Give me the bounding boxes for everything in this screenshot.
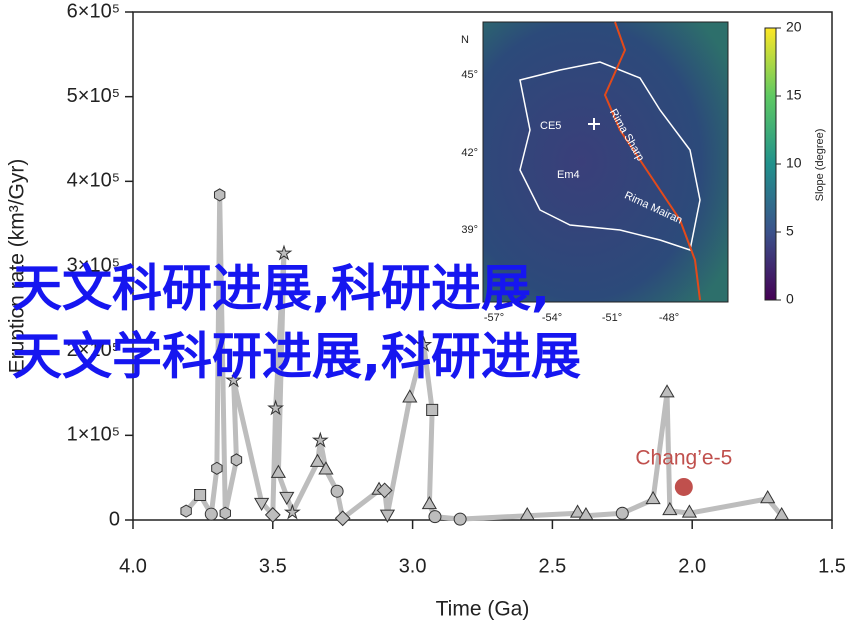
colorbar-tick-label: 20: [786, 19, 802, 35]
lon-label: -48°: [659, 312, 679, 324]
y-tick-label: 5×10⁵: [67, 85, 120, 107]
lat-label: 45°: [461, 69, 478, 81]
colorbar-tick-label: 15: [786, 87, 802, 103]
marker: [204, 507, 218, 521]
marker: [230, 453, 243, 467]
marker: [318, 461, 334, 475]
x-tick-label: 1.5: [818, 555, 846, 577]
lat-label: 39°: [461, 224, 478, 236]
marker: [275, 244, 293, 261]
colorbar-tick-label: 10: [786, 155, 802, 171]
marker: [453, 512, 467, 526]
map-label: Em4: [557, 169, 580, 181]
marker: [379, 509, 396, 523]
marker: [225, 371, 243, 388]
marker: [180, 504, 192, 518]
x-tick-label: 2.5: [538, 555, 566, 577]
marker: [213, 188, 226, 202]
marker: [569, 504, 586, 518]
x-tick-label: 2.0: [678, 555, 706, 577]
marker: [334, 510, 351, 527]
x-tick-label: 3.5: [259, 555, 287, 577]
y-tick-label: 4×10⁵: [67, 170, 120, 192]
lon-label: -57°: [484, 312, 504, 324]
colorbar-tick-label: 5: [786, 223, 794, 239]
marker: [659, 384, 675, 398]
rille: [603, 21, 701, 301]
marker: [309, 453, 326, 467]
x-axis-label: Time (Ga): [436, 598, 530, 621]
y-axis-label: Eruption rate (km³/Gyr): [6, 159, 29, 374]
y-tick-label: 1×10⁵: [67, 424, 120, 446]
y-tick-label: 3×10⁵: [67, 254, 120, 276]
y-tick-label: 6×10⁵: [67, 0, 120, 22]
inset-map: N 45° 42° 39° -57° -54° -51° -48° CE5 Em…: [461, 19, 826, 324]
map-image: [482, 21, 729, 303]
lon-label: -54°: [542, 312, 562, 324]
marker: [681, 504, 698, 518]
marker: [662, 501, 678, 516]
marker: [270, 464, 287, 478]
marker: [376, 482, 393, 499]
overlay-text: 天文学科研进展,科研进展: [12, 328, 581, 386]
colorbar-label: Slope (degree): [814, 129, 826, 202]
marker: [330, 484, 344, 498]
marker: [311, 431, 329, 448]
marker: [760, 490, 776, 504]
marker: [615, 506, 629, 520]
marker: [426, 403, 439, 416]
y-tick-label: 2×10⁵: [67, 339, 120, 361]
mare-boundary: [519, 61, 701, 251]
marker: [267, 399, 285, 416]
highlight-label: Chang’e-5: [635, 447, 732, 470]
marker: [519, 506, 535, 521]
marker: [283, 503, 301, 520]
marker: [264, 507, 281, 523]
marker: [428, 510, 442, 524]
lat-label: 42°: [461, 147, 478, 159]
north-label: N: [461, 34, 469, 46]
marker: [194, 489, 207, 502]
marker: [279, 491, 295, 506]
map-label: CE5: [540, 120, 561, 132]
y-tick-label: 0: [109, 508, 120, 530]
lon-label: -51°: [602, 312, 622, 324]
marker: [402, 389, 418, 403]
x-tick-label: 4.0: [119, 555, 147, 577]
colorbar-tick-label: 0: [786, 291, 794, 307]
highlight-point: [674, 477, 693, 496]
marker: [219, 506, 231, 520]
marker: [415, 335, 433, 352]
marker: [578, 506, 594, 521]
ce5-cross: [588, 118, 600, 130]
marker: [253, 497, 270, 512]
marker: [774, 506, 790, 521]
overlay-text: 天文科研进展,科研进展,: [12, 260, 550, 318]
marker: [211, 461, 223, 475]
marker: [645, 490, 661, 505]
x-tick-label: 3.0: [399, 555, 427, 577]
marker: [421, 495, 437, 510]
colorbar: [764, 27, 777, 301]
